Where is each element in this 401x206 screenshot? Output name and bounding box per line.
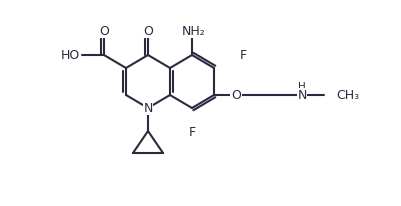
Text: H: H bbox=[298, 82, 306, 92]
Text: CH₃: CH₃ bbox=[336, 89, 359, 102]
Text: N: N bbox=[297, 89, 307, 102]
Text: N: N bbox=[143, 102, 153, 115]
Text: NH₂: NH₂ bbox=[182, 25, 206, 37]
Text: HO: HO bbox=[61, 48, 80, 62]
Text: F: F bbox=[240, 48, 247, 62]
Text: O: O bbox=[231, 89, 241, 102]
Text: O: O bbox=[143, 25, 153, 37]
Text: F: F bbox=[188, 125, 196, 138]
Text: O: O bbox=[99, 25, 109, 37]
